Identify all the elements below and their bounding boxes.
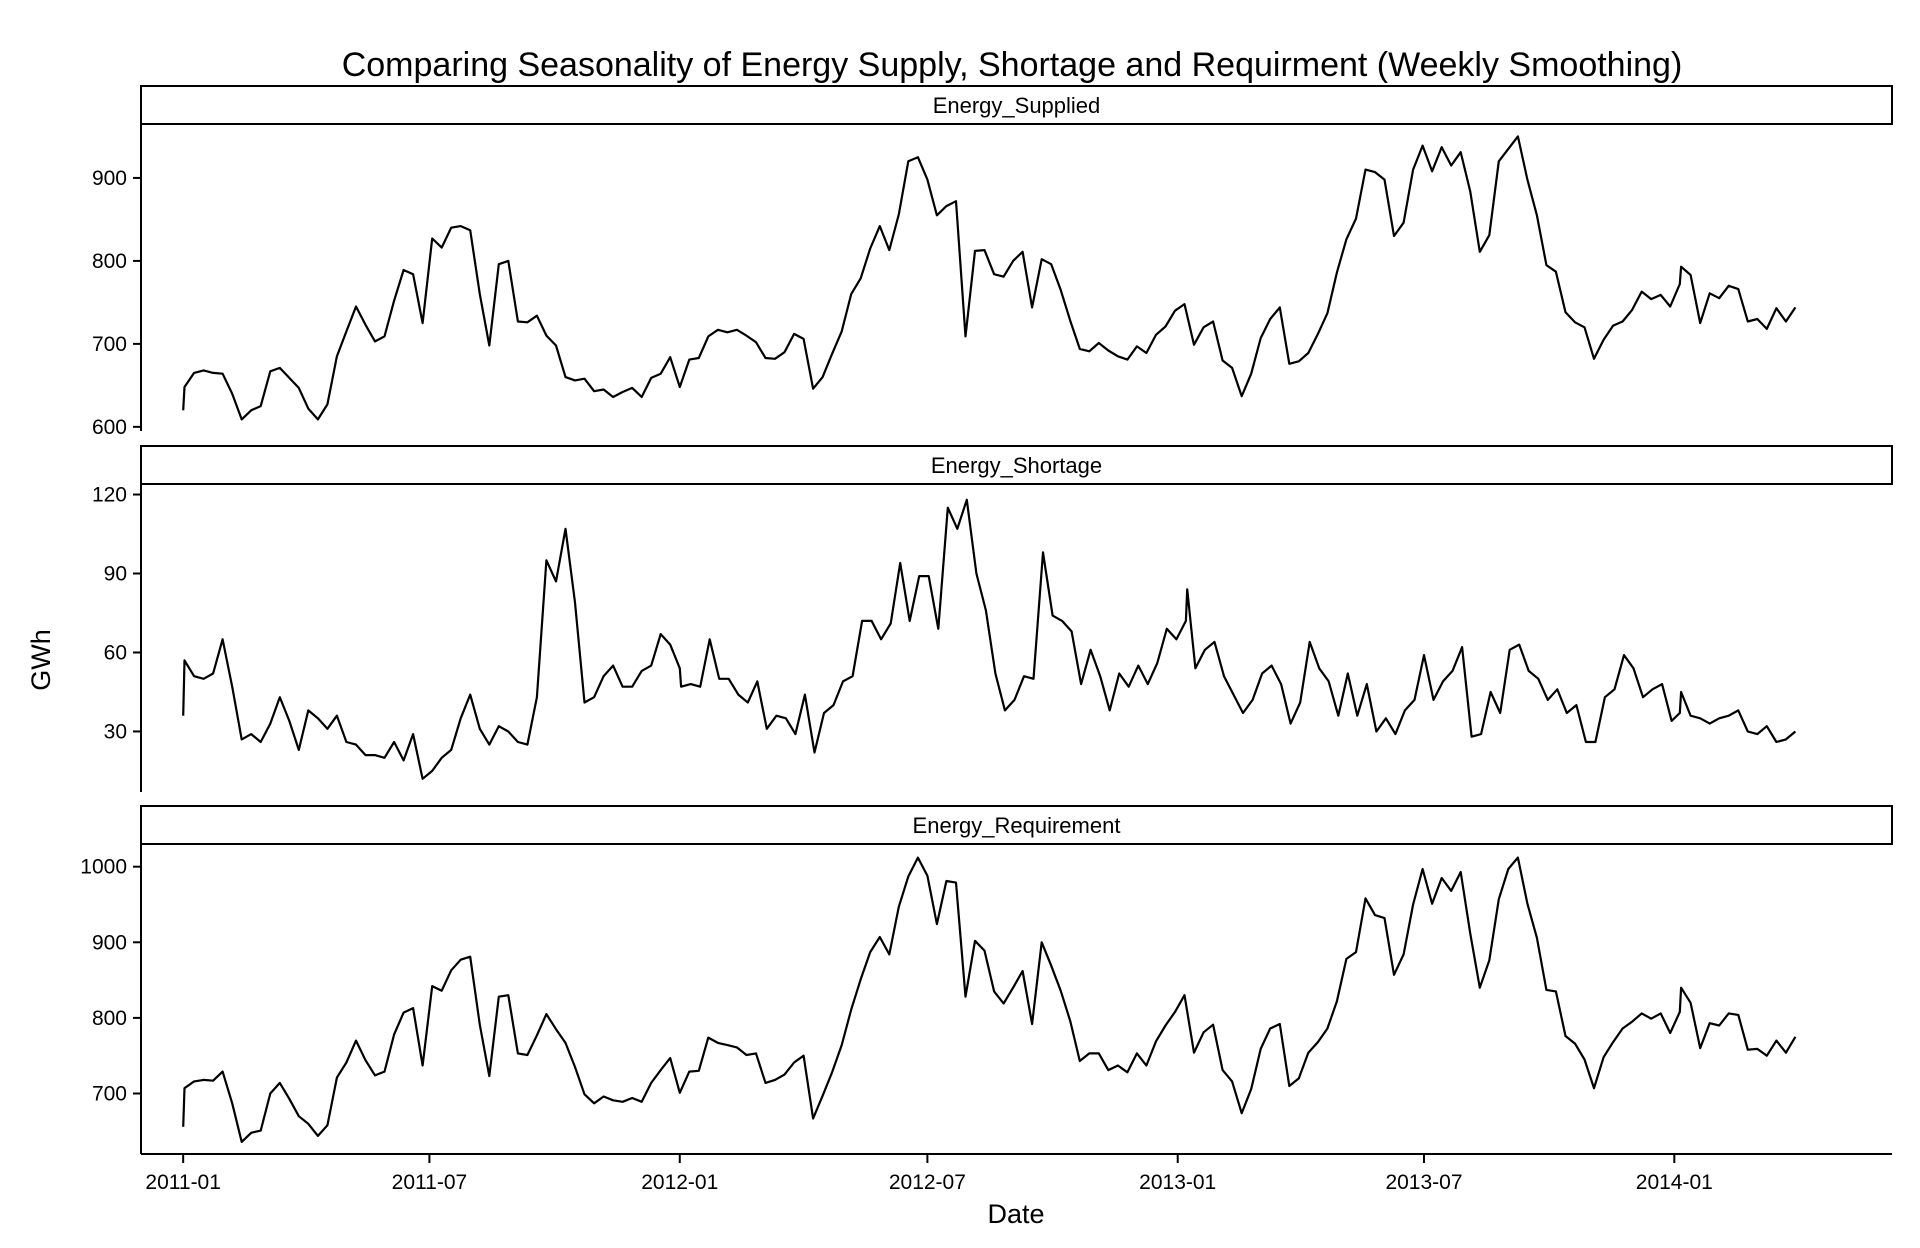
panel-energy-requirement: Energy_Requirement 700 800 900 1000 bbox=[80, 805, 1893, 1154]
x-axis-title: Date bbox=[987, 1199, 1044, 1229]
y-tick-label: 60 bbox=[104, 641, 127, 664]
x-axis: 2011-01 2011-07 2012-01 2012-07 2013-01 2013-… bbox=[141, 1153, 1892, 1194]
y-tick-label: 800 bbox=[92, 250, 127, 273]
y-axis-title: GWh bbox=[26, 629, 56, 691]
series-line-energy-requirement bbox=[182, 856, 1797, 1144]
facet-panels: Energy_Supplied 600 700 800 900 Energy_Shorta… bbox=[80, 85, 1893, 1154]
x-tick-label: 2014-01 bbox=[1636, 1171, 1713, 1194]
y-tick-label: 30 bbox=[104, 720, 127, 743]
y-tick-label: 700 bbox=[92, 1083, 127, 1106]
y-tick-label: 700 bbox=[92, 333, 127, 356]
facet-strip-label: Energy_Shortage bbox=[931, 453, 1102, 478]
series-line-energy-shortage bbox=[182, 498, 1797, 780]
panel-energy-shortage: Energy_Shortage 30 60 90 120 bbox=[92, 445, 1893, 792]
chart-title: Comparing Seasonality of Energy Supply, … bbox=[342, 46, 1683, 84]
x-tick-label: 2013-07 bbox=[1385, 1171, 1462, 1194]
y-tick-label: 1000 bbox=[80, 856, 127, 879]
y-tick-label: 800 bbox=[92, 1007, 127, 1030]
x-tick-label: 2012-01 bbox=[641, 1171, 718, 1194]
facet-strip-label: Energy_Supplied bbox=[933, 93, 1101, 118]
x-tick-label: 2013-01 bbox=[1139, 1171, 1216, 1194]
x-tick-label: 2011-07 bbox=[392, 1171, 468, 1194]
facet-strip-label: Energy_Requirement bbox=[913, 813, 1121, 838]
y-tick-label: 900 bbox=[92, 931, 127, 954]
x-tick-label: 2011-01 bbox=[145, 1171, 221, 1194]
panel-energy-supplied: Energy_Supplied 600 700 800 900 bbox=[92, 85, 1893, 439]
y-tick-label: 600 bbox=[92, 416, 127, 439]
y-tick-label: 120 bbox=[92, 484, 127, 507]
x-tick-label: 2012-07 bbox=[889, 1171, 966, 1194]
y-tick-label: 900 bbox=[92, 167, 127, 190]
y-tick-label: 90 bbox=[104, 563, 127, 586]
facet-strip bbox=[140, 85, 1893, 125]
facet-strip bbox=[140, 805, 1893, 845]
facet-strip bbox=[140, 445, 1893, 485]
series-line-energy-supplied bbox=[182, 135, 1797, 421]
